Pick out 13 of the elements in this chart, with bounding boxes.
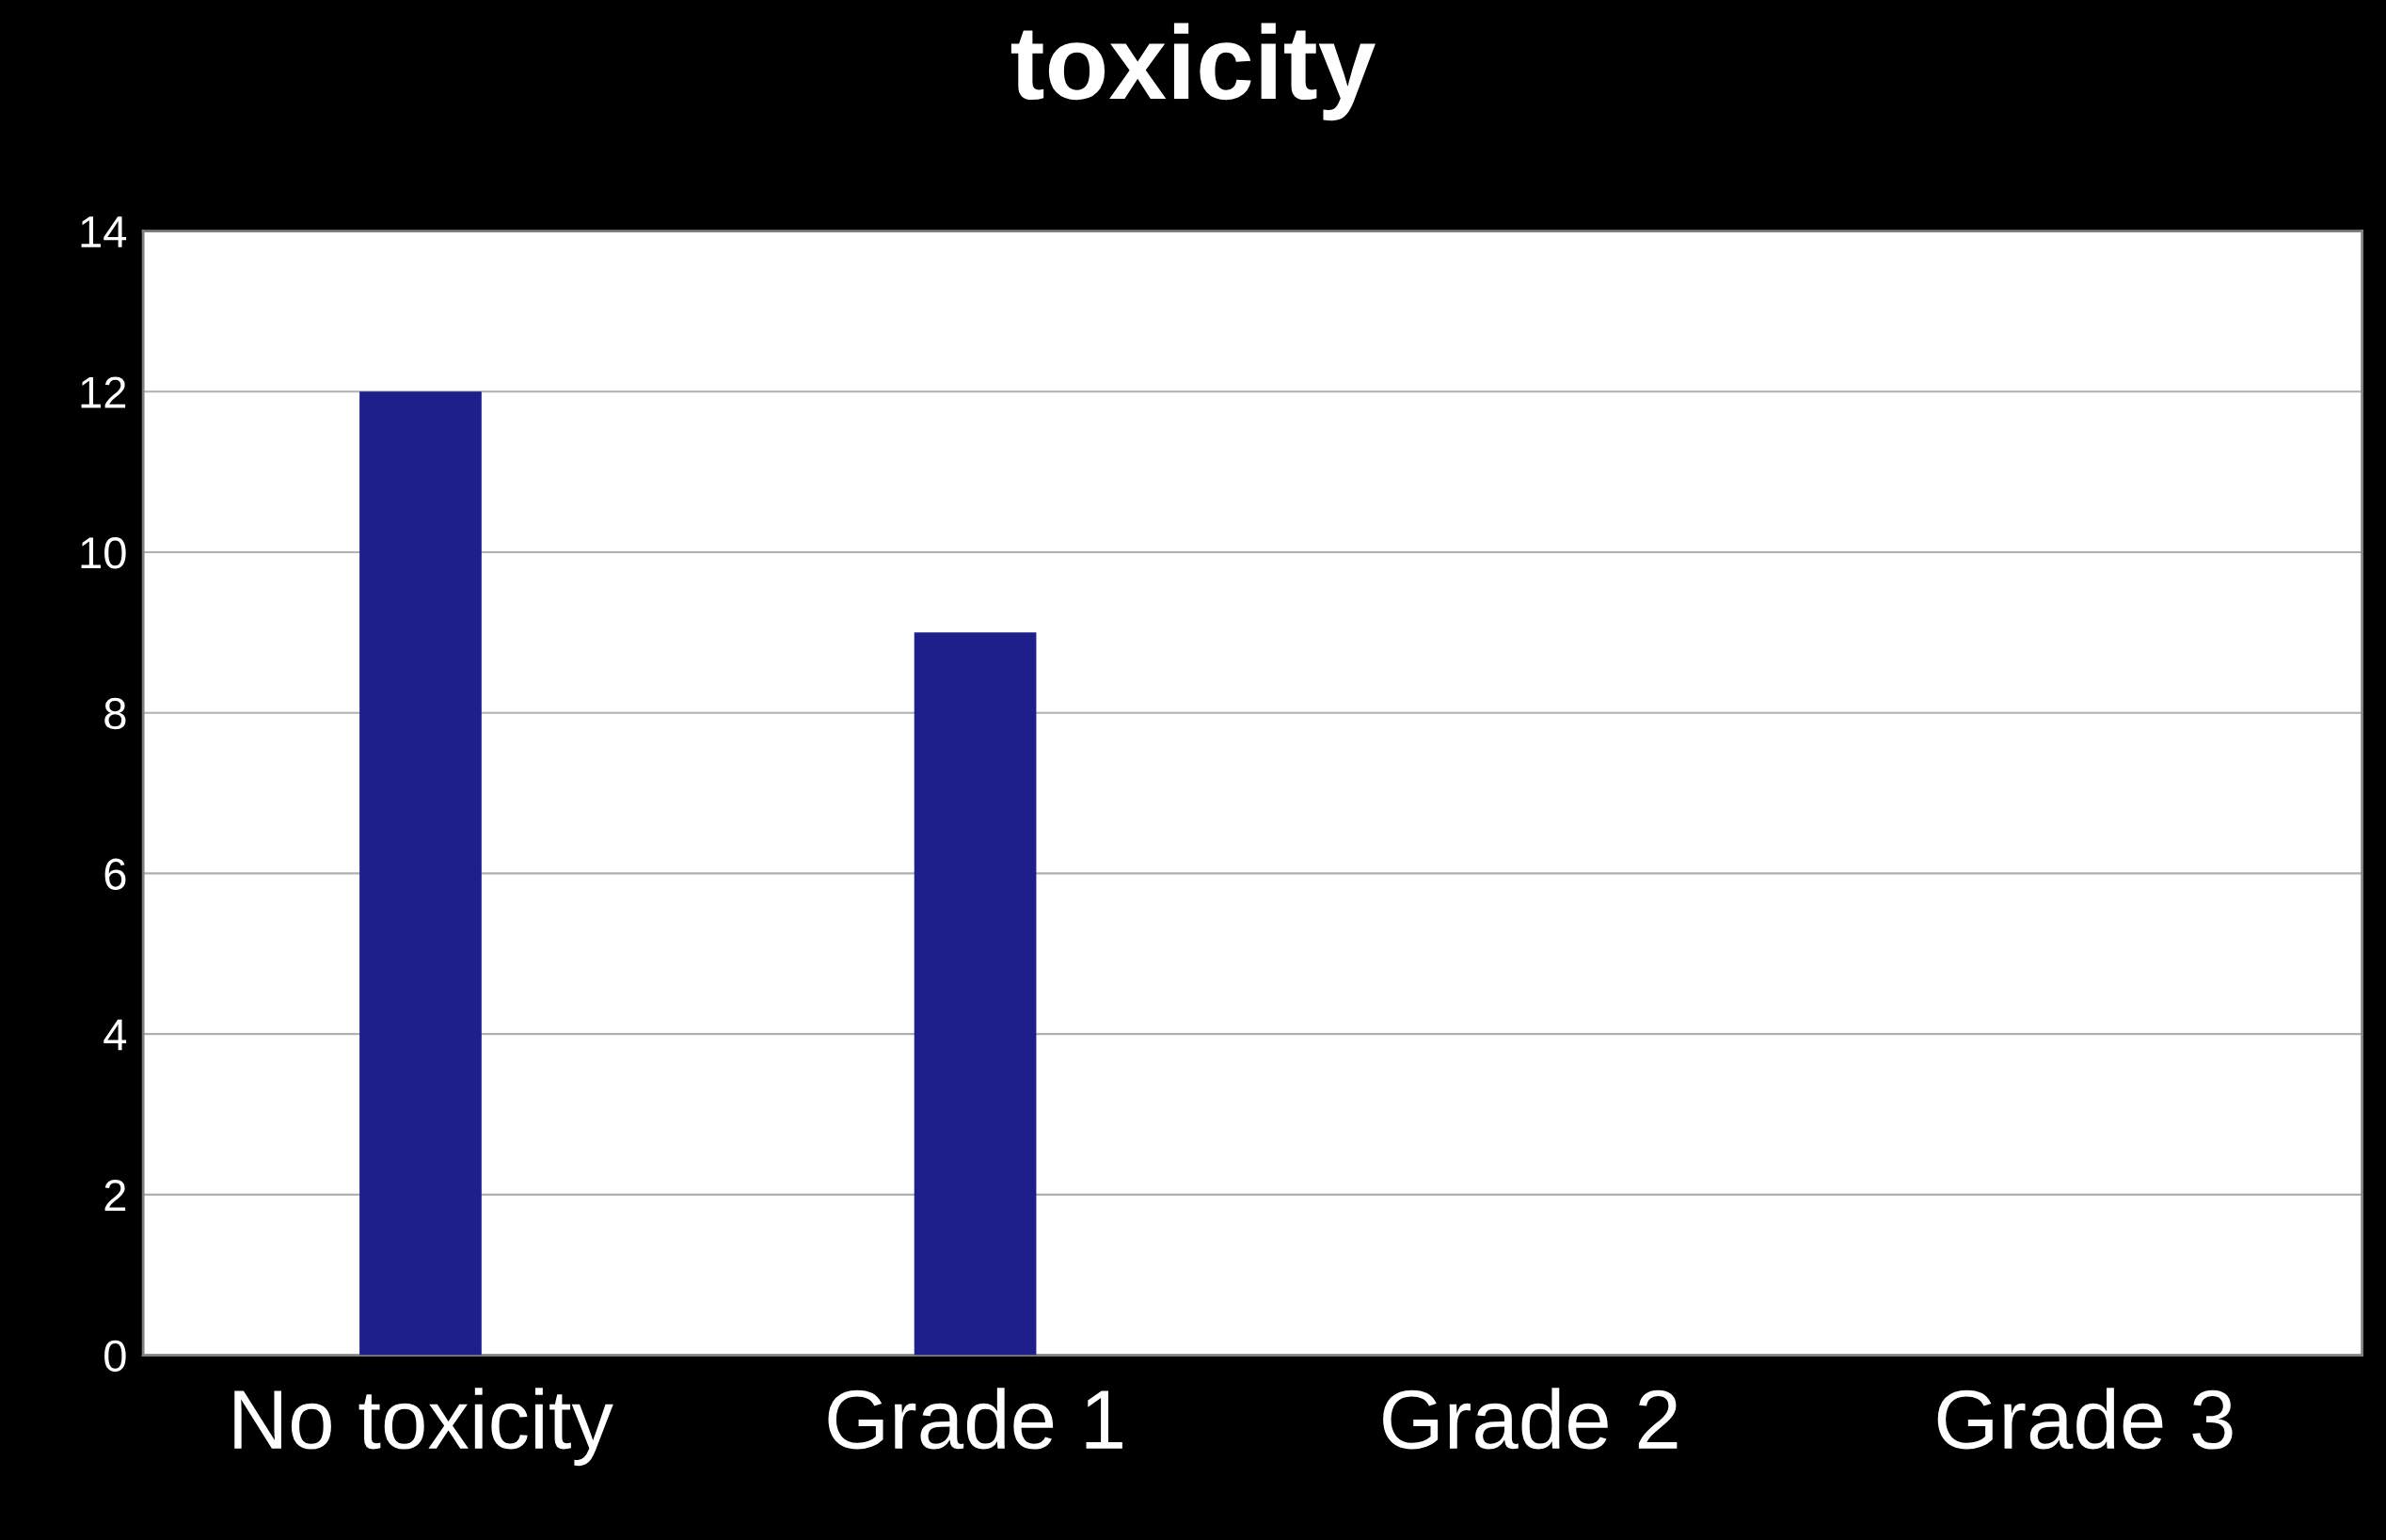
chart-title: toxicity [1010, 23, 1376, 121]
x-tick-label: Grade 2 [1383, 1388, 1678, 1450]
x-tick-label: No toxicity [234, 1388, 613, 1467]
x-tick-label: Grade 3 [1937, 1388, 2233, 1450]
x-tick-label: Grade 1 [828, 1388, 1122, 1450]
y-tick-label: 14 [81, 216, 127, 247]
y-tick-label: 10 [81, 537, 126, 569]
y-tick-label: 8 [104, 697, 126, 730]
y-tick-label: 2 [104, 1179, 126, 1211]
y-tick-label: 6 [104, 858, 126, 890]
y-tick-label: 0 [104, 1340, 126, 1373]
y-tick-label: 4 [103, 1019, 127, 1051]
y-tick-label: 12 [81, 376, 126, 408]
